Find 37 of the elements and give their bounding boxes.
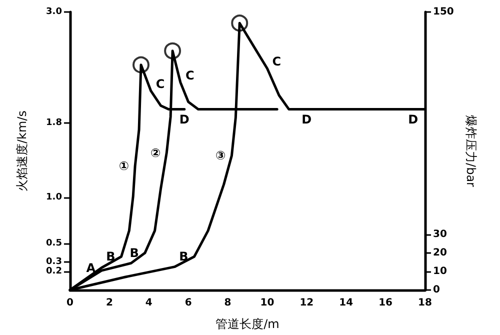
x-tick-label: 10	[260, 298, 274, 308]
y2-tick-label: 0	[433, 284, 440, 296]
x-tick-label: 8	[224, 298, 232, 308]
annotation: D	[179, 112, 190, 126]
x-tick-label: 12	[300, 298, 314, 308]
annotation: A	[86, 260, 96, 275]
y-tick-label: 0.2	[46, 266, 62, 276]
y-tick-label: 1.0	[46, 192, 62, 202]
annotation: C	[156, 76, 165, 91]
annotation: ③	[216, 148, 226, 163]
x-tick-label: 2	[106, 298, 113, 308]
x-tick-label: 14	[339, 298, 354, 308]
y-tick-label: 0.5	[46, 238, 62, 249]
x-tick-label: 4	[145, 298, 152, 308]
y2-tick-label: 10	[433, 266, 447, 277]
annotation: B	[106, 250, 116, 264]
x-axis-title: 管道长度/m	[216, 317, 280, 331]
annotation: B	[179, 250, 188, 264]
y2-tick-label: 150	[433, 6, 454, 18]
y-tick-label: 0.3	[46, 257, 62, 268]
annotation: D	[302, 112, 312, 126]
annotation: ②	[150, 146, 161, 160]
x-tick-label: 18	[418, 298, 432, 308]
annotation: C	[185, 68, 194, 82]
x-tick-label: 0	[66, 298, 74, 308]
y2-tick-label: 20	[433, 247, 447, 258]
x-tick-label: 16	[378, 298, 393, 308]
annotation: C	[272, 54, 282, 69]
annotation: D	[408, 112, 418, 126]
y-tick-label: 3.0	[46, 7, 62, 17]
y-tick-label: 1.8	[46, 118, 62, 128]
x-tick-label: 6	[184, 298, 192, 308]
y-axis-title: 火焰速度/km/s	[15, 110, 29, 192]
annotation: B	[130, 246, 139, 260]
y2-axis-title: 爆炸压力/bar	[464, 115, 478, 188]
annotation: ①	[118, 158, 130, 173]
y2-tick-label: 30	[433, 228, 447, 240]
